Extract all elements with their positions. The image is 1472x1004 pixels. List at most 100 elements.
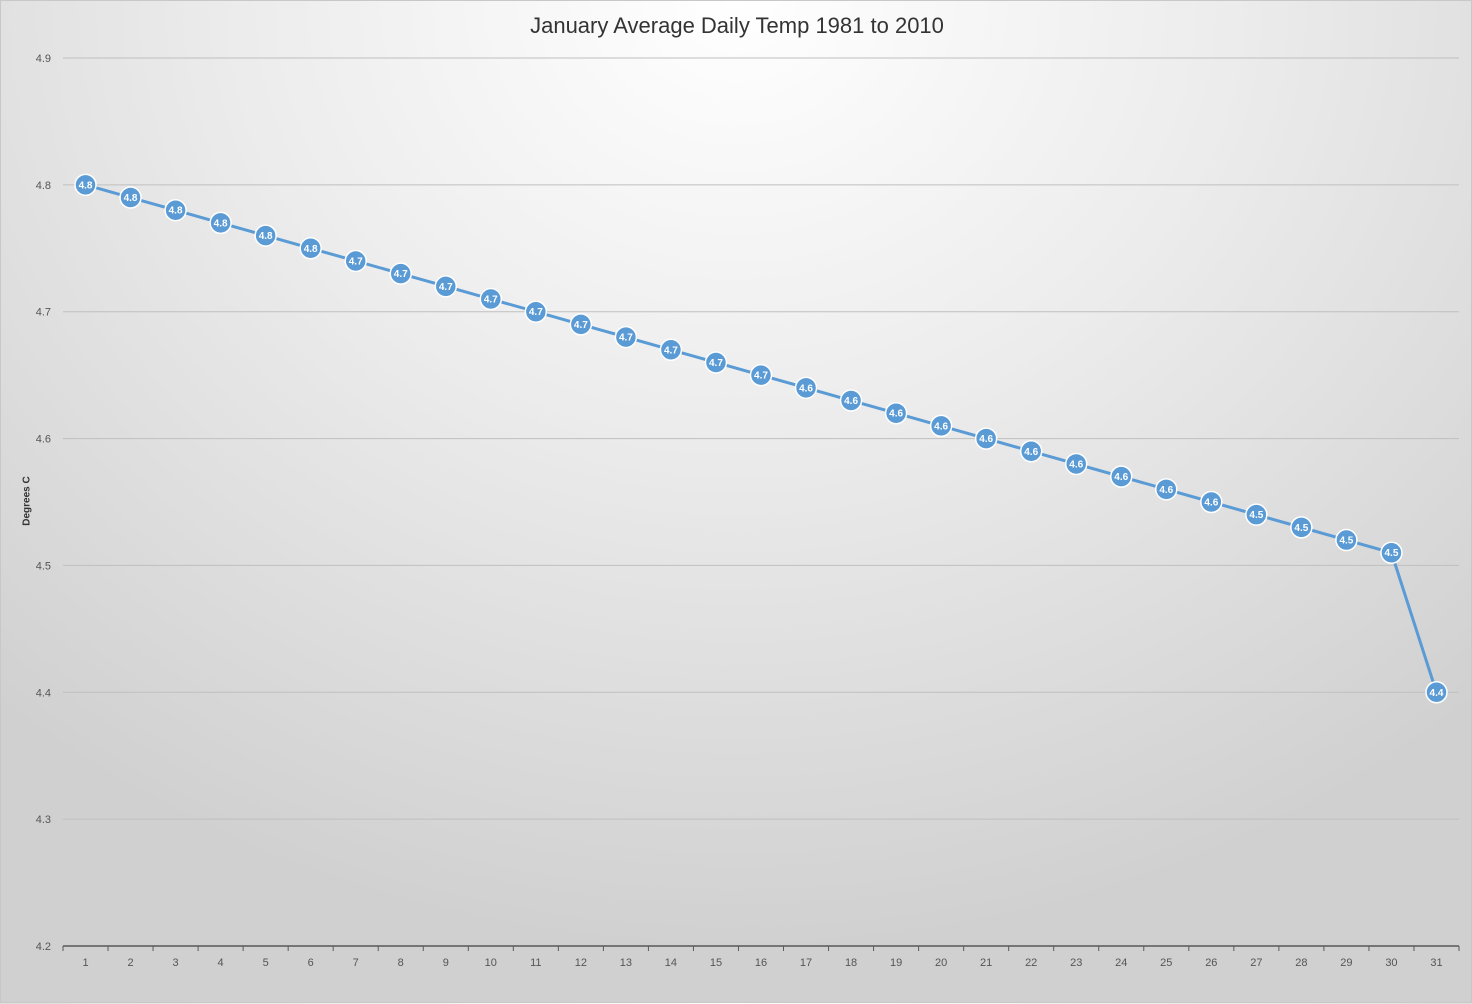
x-tick-label: 8: [398, 957, 404, 969]
x-tick-label: 1: [82, 957, 88, 969]
y-tick-label: 4.7: [36, 307, 51, 319]
x-tick-label: 9: [443, 957, 449, 969]
data-label: 4.6: [1024, 447, 1038, 458]
x-tick-label: 27: [1250, 957, 1262, 969]
series-markers: 4.8 4.8 4.8 4.8 4.8 4.8 4.7 4.7 4.7 4.7 4.7 4.7 4.7 4…: [74, 173, 1448, 704]
data-label: 4.8: [169, 206, 183, 217]
y-tick-label: 4.5: [36, 560, 51, 572]
data-label: 4.6: [844, 396, 858, 407]
data-point: [614, 325, 638, 349]
data-label: 4.6: [934, 421, 948, 432]
data-label: 4.6: [1204, 498, 1218, 509]
data-label: 4.6: [889, 409, 903, 420]
x-tick-label: 28: [1295, 957, 1307, 969]
data-point: [1019, 440, 1043, 463]
data-label: 4.8: [304, 244, 318, 255]
data-label: 4.8: [214, 218, 228, 229]
data-label: 4.7: [664, 345, 678, 356]
data-label: 4.6: [979, 434, 993, 445]
data-label: 4.5: [1384, 548, 1398, 559]
data-label: 4.8: [79, 180, 93, 191]
x-tick-label: 19: [890, 957, 902, 969]
y-tick-label: 4.9: [36, 53, 51, 65]
x-tick-label: 17: [800, 957, 812, 969]
y-tick-label: 4.3: [36, 814, 51, 826]
y-tick-label: 4.8: [36, 180, 51, 192]
data-point: [434, 275, 458, 298]
y-axis-ticks: 4.2 4.3 4.4 4.5 4.6 4.7 4.8 4.9: [36, 53, 51, 953]
data-point: [704, 351, 728, 374]
data-point: [974, 427, 998, 450]
data-point: [1200, 490, 1223, 514]
data-label: 4.7: [619, 333, 633, 344]
data-label: 4.7: [709, 358, 723, 369]
data-point: [1245, 503, 1268, 526]
x-axis: [62, 945, 1460, 951]
data-point: [209, 211, 232, 235]
data-label: 4.7: [529, 307, 543, 318]
data-point: [74, 173, 97, 197]
data-point: [119, 186, 142, 209]
data-point: [794, 376, 818, 400]
data-point: [524, 300, 548, 323]
data-label: 4.6: [1114, 472, 1128, 483]
data-label: 4.7: [439, 282, 453, 293]
data-point: [1425, 681, 1448, 704]
x-tick-label: 15: [710, 957, 722, 969]
data-point: [1290, 516, 1313, 539]
data-label: 4.7: [349, 256, 363, 267]
y-tick-label: 4.4: [36, 687, 51, 699]
x-tick-label: 4: [218, 957, 224, 969]
data-label: 4.6: [1159, 485, 1173, 496]
x-tick-label: 5: [263, 957, 269, 969]
x-tick-label: 3: [173, 957, 179, 969]
data-point: [1155, 478, 1178, 501]
x-tick-label: 21: [980, 957, 992, 969]
data-point: [1335, 528, 1358, 552]
x-tick-label: 6: [308, 957, 314, 969]
data-label: 4.7: [484, 295, 498, 306]
x-tick-label: 13: [620, 957, 632, 969]
x-tick-label: 18: [845, 957, 857, 969]
y-tick-label: 4.2: [36, 941, 51, 953]
data-point: [344, 249, 367, 273]
data-point: [1380, 541, 1403, 564]
x-tick-label: 20: [935, 957, 947, 969]
data-point: [569, 313, 593, 336]
data-point: [299, 237, 322, 260]
x-tick-label: 30: [1385, 957, 1397, 969]
data-point: [389, 262, 412, 285]
chart-title: January Average Daily Temp 1981 to 2010: [530, 13, 944, 38]
data-point: [1110, 465, 1133, 488]
x-tick-label: 31: [1430, 957, 1442, 969]
data-label: 4.7: [394, 269, 408, 280]
x-tick-label: 11: [530, 957, 541, 969]
x-tick-label: 22: [1025, 957, 1037, 969]
x-tick-label: 23: [1070, 957, 1082, 969]
data-label: 4.6: [1069, 459, 1083, 470]
data-point: [749, 363, 773, 387]
x-tick-label: 25: [1160, 957, 1172, 969]
x-tick-label: 2: [127, 957, 133, 969]
data-label: 4.7: [754, 371, 768, 382]
data-point: [839, 389, 863, 412]
data-label: 4.5: [1294, 523, 1308, 534]
x-tick-label: 29: [1340, 957, 1352, 969]
data-point: [254, 224, 277, 247]
data-point: [659, 338, 683, 362]
data-point: [929, 414, 953, 438]
x-tick-label: 10: [485, 957, 497, 969]
x-tick-label: 14: [665, 957, 677, 969]
data-point: [884, 401, 908, 425]
y-tick-label: 4.6: [36, 434, 51, 446]
x-tick-label: 26: [1205, 957, 1217, 969]
data-label: 4.6: [799, 383, 813, 394]
gridlines: [63, 57, 1459, 820]
x-tick-label: 24: [1115, 957, 1127, 969]
data-point: [479, 287, 503, 311]
data-point: [164, 198, 187, 222]
data-label: 4.5: [1339, 536, 1353, 547]
data-label: 4.7: [574, 320, 588, 331]
